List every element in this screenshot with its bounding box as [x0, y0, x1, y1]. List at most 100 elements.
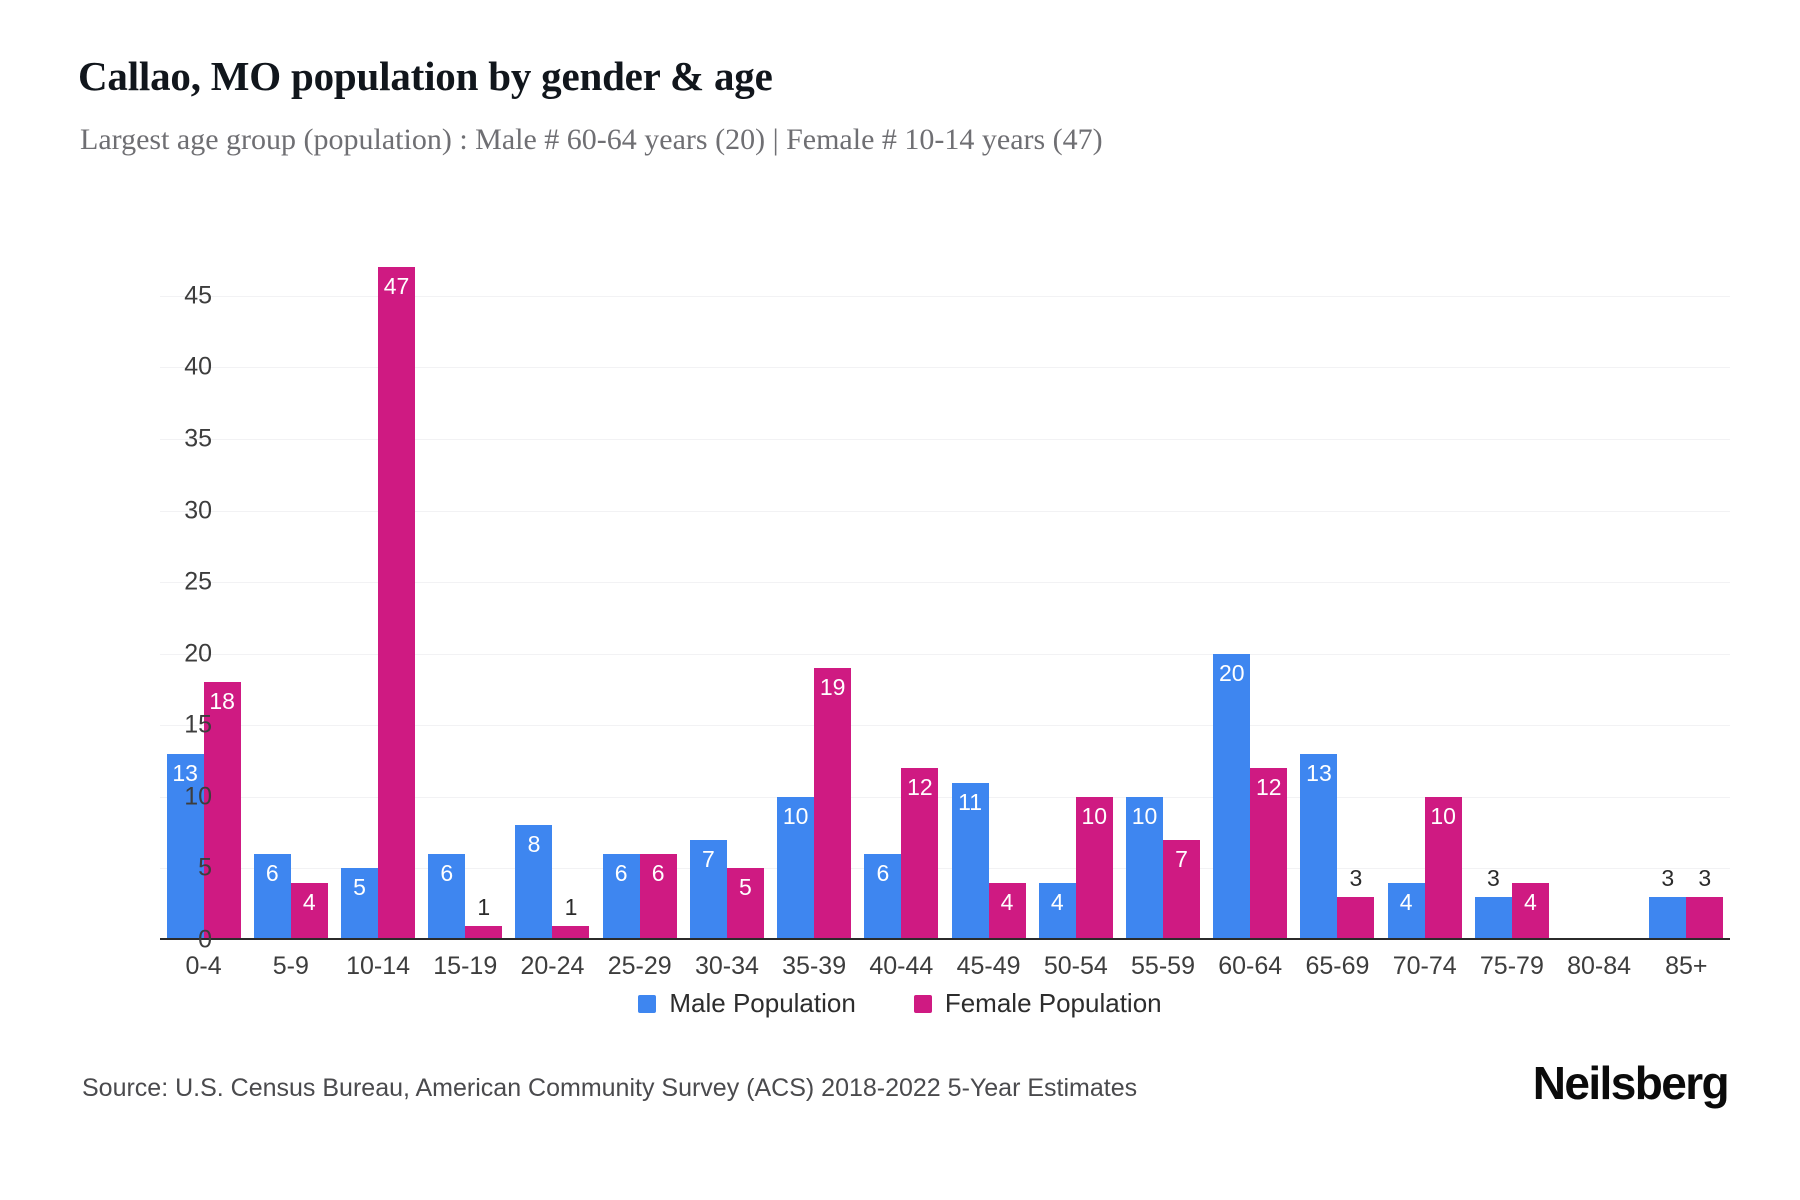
y-axis-tick-label: 25 [184, 567, 212, 596]
bar-slot: 6 [602, 260, 640, 940]
bar-female[interactable]: 18 [203, 682, 241, 940]
bar-group: 13 3 [1294, 260, 1381, 940]
bar-male[interactable]: 13 [1300, 753, 1338, 940]
x-axis-tick-label: 10-14 [346, 952, 411, 980]
bar-female[interactable]: 19 [814, 668, 852, 940]
bar-female[interactable]: 1 [552, 894, 590, 940]
bar-slot: 13 [1300, 260, 1338, 940]
bar-slot: 4 [1387, 260, 1425, 940]
bar-value-label: 4 [1050, 888, 1064, 915]
bar-female[interactable]: 4 [1511, 882, 1549, 940]
x-axis-tick-label: 30-34 [694, 952, 759, 980]
plot-region: 13 18 6 4 5 47 6 1 8 1 6 6 7 5 10 19 6 12 11 4 4 10 10 7 20 12 13 3… [160, 260, 1730, 940]
x-axis-tick-label: 75-79 [1479, 952, 1544, 980]
bar-female[interactable]: 5 [726, 868, 764, 940]
bar-female[interactable]: 3 [1686, 865, 1724, 940]
bar-value-label: 10 [1081, 802, 1108, 829]
bar-male[interactable]: 13 [166, 753, 204, 940]
bar-value-label: 4 [1000, 888, 1014, 915]
bar-slot: 3 [1686, 260, 1724, 940]
gridline [160, 868, 1730, 870]
bar-slot: 13 [166, 260, 204, 940]
y-axis-tick-label: 10 [184, 782, 212, 811]
bar-slot: 5 [726, 260, 764, 940]
bar-group: 10 19 [771, 260, 858, 940]
bar-slot: 5 [341, 260, 379, 940]
bar-slot [1599, 260, 1636, 940]
bar-value-label: 4 [302, 888, 316, 915]
bar-male[interactable]: 8 [515, 825, 553, 940]
chart-legend: Male Population Female Population [0, 988, 1800, 1019]
bar-female[interactable]: 10 [1424, 796, 1462, 940]
gridline [160, 725, 1730, 727]
bar-male[interactable]: 20 [1213, 653, 1251, 940]
bar-female[interactable]: 10 [1075, 796, 1113, 940]
bar-value-label: 10 [1131, 802, 1158, 829]
x-axis-tick-label: 65-69 [1305, 952, 1370, 980]
bar-slot: 8 [515, 260, 553, 940]
gridline [160, 367, 1730, 369]
legend-label: Female Population [944, 988, 1162, 1018]
bar-group [1556, 260, 1643, 940]
x-axis-labels: 0-4 5-9 10-14 15-19 20-24 25-29 30-34 35-39 40-4… [160, 952, 1730, 981]
bar-groups: 13 18 6 4 5 47 6 1 8 1 6 6 7 5 10 19 6 12 11 4 4 10 10 7 20 12 13 3… [160, 260, 1730, 940]
bar-female[interactable]: 12 [1250, 768, 1288, 940]
bar-value-label: 11 [958, 788, 983, 815]
bar-female[interactable]: 4 [988, 882, 1026, 940]
bar-male[interactable]: 6 [864, 854, 902, 940]
bar-male[interactable]: 6 [428, 854, 466, 940]
bar-male[interactable]: 6 [253, 854, 291, 940]
bar-slot [1562, 260, 1599, 940]
bar-male[interactable]: 4 [1387, 882, 1425, 940]
bar-slot: 3 [1474, 260, 1512, 940]
bar-female[interactable]: 4 [290, 882, 328, 940]
x-axis-line [160, 938, 1730, 940]
y-axis-tick-label: 30 [184, 496, 212, 525]
gridline [160, 796, 1730, 798]
bar-male[interactable]: 3 [1649, 865, 1687, 940]
bar-slot: 6 [253, 260, 291, 940]
y-axis-tick-label: 40 [184, 352, 212, 381]
bar-male[interactable]: 6 [602, 854, 640, 940]
bar-female[interactable]: 1 [465, 894, 503, 940]
bar-value-label: 4 [1399, 888, 1413, 915]
bar-slot: 19 [814, 260, 852, 940]
bar-value-label: 13 [1306, 759, 1332, 786]
bar-male[interactable]: 11 [951, 782, 989, 940]
bar-female[interactable]: 12 [901, 768, 939, 940]
bar-male[interactable]: 4 [1038, 882, 1076, 940]
legend-item[interactable]: Male Population [638, 988, 856, 1019]
legend-item[interactable]: Female Population [913, 988, 1162, 1019]
x-axis-tick-label: 45-49 [956, 952, 1021, 980]
bar-value-label: 3 [1698, 865, 1712, 892]
bar-value-label: 19 [819, 674, 846, 700]
y-axis-tick-label: 20 [184, 639, 212, 668]
bar-slot: 10 [1424, 260, 1462, 940]
bar-value-label: 1 [564, 893, 578, 920]
bar-female[interactable]: 7 [1163, 839, 1201, 940]
bar-female[interactable]: 6 [639, 854, 677, 940]
bar-male[interactable]: 10 [777, 796, 815, 940]
bar-slot: 18 [203, 260, 241, 940]
bar-value-label: 8 [527, 831, 541, 858]
gridline [160, 438, 1730, 440]
bar-slot: 7 [689, 260, 727, 940]
bar-female[interactable]: 47 [378, 267, 416, 940]
bar-female[interactable]: 3 [1337, 865, 1375, 940]
bar-slot: 47 [378, 260, 416, 940]
bar-male[interactable]: 10 [1126, 796, 1164, 940]
bar-value-label: 1 [477, 893, 491, 920]
bar-male[interactable]: 5 [341, 868, 379, 940]
bar-male[interactable]: 7 [689, 839, 727, 940]
bar-slot: 7 [1163, 260, 1201, 940]
bar-group: 13 18 [160, 260, 247, 940]
bar-slot: 1 [465, 260, 503, 940]
x-axis-tick-label: 20-24 [520, 952, 585, 980]
bar-value-label: 6 [614, 860, 628, 887]
bar-male[interactable]: 3 [1474, 865, 1512, 940]
